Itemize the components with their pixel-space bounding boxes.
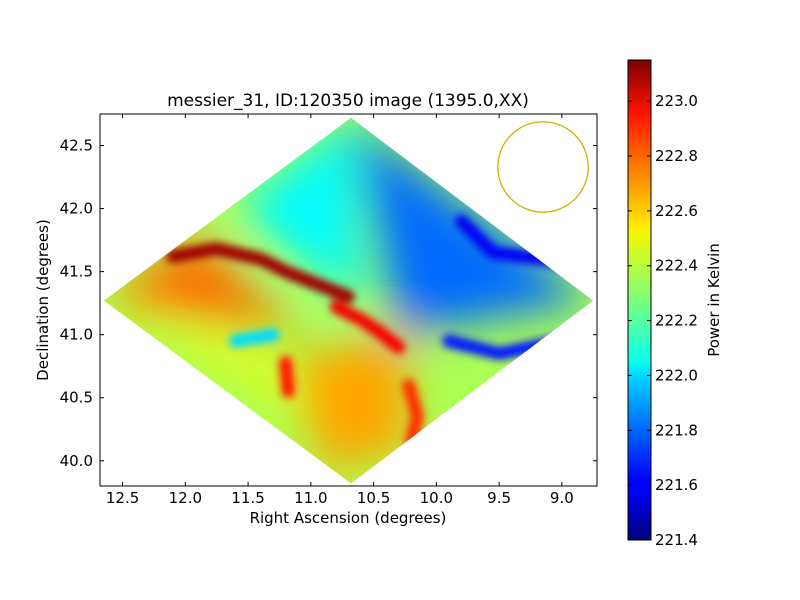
y-tick-label: 40.5 <box>60 389 93 407</box>
heatmap-region-top-band <box>235 117 362 310</box>
plot-area: 12.5 12.0 11.5 11.0 10.5 10.0 9.5 9.0 40.040.54… <box>60 113 598 507</box>
y-tick-label: 41.0 <box>60 326 93 344</box>
axes-frame <box>99 113 598 487</box>
heatmap-feature-dark-red-ridge <box>166 242 355 304</box>
beam-circle <box>497 121 589 213</box>
colorbar-tick-label: 222.2 <box>655 312 698 330</box>
y-tick-label: 40.0 <box>60 452 93 470</box>
colorbar-tick-label: 221.4 <box>655 531 698 549</box>
heatmap-region-upper-left <box>103 233 299 335</box>
heatmap-region-lower-left <box>103 300 336 436</box>
x-tick-label: 9.5 <box>487 489 511 507</box>
colorbar: 221.4 221.6 221.8 222.0 222.2 222.4 222.6 222.8… <box>627 59 723 549</box>
y-tick-label: 42.5 <box>60 137 93 155</box>
colorbar-tick-label: 222.8 <box>655 147 698 165</box>
x-tick-label: 12.0 <box>169 489 202 507</box>
x-tick-label: 9.0 <box>550 489 574 507</box>
y-tick-label: 41.5 <box>60 263 93 281</box>
heatmap-feature-red-spur <box>329 300 406 354</box>
heatmap-feature-cyan-patch <box>229 328 280 348</box>
colorbar-tick-label: 222.0 <box>655 366 698 384</box>
chart-title: messier_31, ID:120350 image (1395.0,XX) <box>167 91 529 111</box>
x-tick-label: 12.5 <box>106 489 139 507</box>
x-axis: 12.5 12.0 11.5 11.0 10.5 10.0 9.5 9.0 <box>106 114 574 507</box>
heatmap-region-lower-core <box>292 328 412 474</box>
y-axis: 40.0 40.5 41.0 41.5 42.0 42.5 <box>60 137 597 470</box>
colorbar-frame <box>627 59 652 541</box>
colorbar-tick-label: 223.0 <box>655 92 698 110</box>
colorbar-ticks: 221.4 221.6 221.8 222.0 222.2 222.4 222.6 222.8… <box>628 92 698 549</box>
colorbar-tick-label: 221.8 <box>655 421 698 439</box>
colorbar-gradient <box>628 60 651 540</box>
x-tick-label: 11.5 <box>231 489 264 507</box>
x-tick-label: 10.0 <box>420 489 453 507</box>
y-tick-label: 42.0 <box>60 200 93 218</box>
x-tick-label: 10.5 <box>357 489 390 507</box>
x-axis-label: Right Ascension (degrees) <box>250 509 447 527</box>
heatmap-feature-red-arc <box>402 378 424 449</box>
colorbar-tick-label: 222.4 <box>655 257 698 275</box>
y-axis-label: Declination (degrees) <box>34 219 52 381</box>
heatmap-feature-red-spot <box>279 355 295 398</box>
colorbar-label: Power in Kelvin <box>705 243 723 357</box>
colorbar-tick-label: 222.6 <box>655 202 698 220</box>
colorbar-tick-label: 221.6 <box>655 476 698 494</box>
x-tick-label: 11.0 <box>294 489 327 507</box>
heatmap <box>103 117 594 484</box>
